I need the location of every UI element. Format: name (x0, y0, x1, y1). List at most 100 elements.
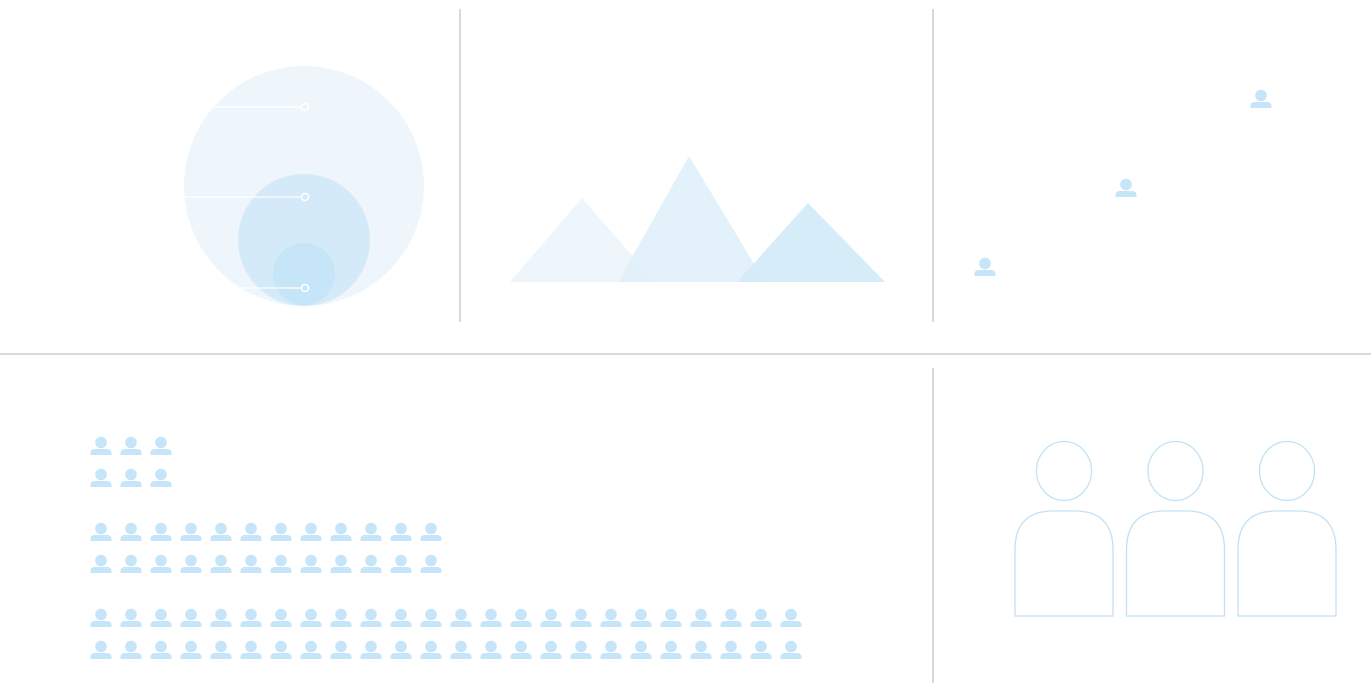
person-icon (210, 554, 232, 573)
person-icon (974, 257, 996, 276)
person-icon (210, 608, 232, 627)
person-icon (150, 468, 172, 487)
person-head (725, 608, 737, 621)
person-head (305, 554, 317, 567)
person-icon (690, 640, 712, 659)
person-head (215, 522, 227, 535)
person-icon (360, 522, 382, 541)
person-icon (360, 554, 382, 573)
person-head (575, 608, 587, 621)
person-head (605, 640, 617, 653)
person-head (425, 522, 437, 535)
person-icon (90, 554, 112, 573)
person-body (300, 535, 322, 541)
person-body (390, 535, 412, 541)
person-icon (630, 640, 652, 659)
person-body (510, 653, 532, 659)
person-icon (750, 640, 772, 659)
person-head (215, 608, 227, 621)
person-icon (120, 554, 142, 573)
person-head (125, 554, 137, 567)
person-outline-head (1147, 440, 1204, 502)
person-head (215, 554, 227, 567)
person-body (120, 621, 142, 627)
person-icon (480, 640, 502, 659)
person-head (455, 608, 467, 621)
person-icon (720, 608, 742, 627)
person-icon (420, 608, 442, 627)
person-head (425, 640, 437, 653)
person-body (630, 653, 652, 659)
person-body (570, 621, 592, 627)
person-icon (90, 608, 112, 627)
person-head (515, 608, 527, 621)
person-head (185, 522, 197, 535)
person-body (150, 567, 172, 573)
person-body (180, 621, 202, 627)
person-head (605, 608, 617, 621)
person-body (780, 653, 802, 659)
person-body (90, 567, 112, 573)
person-head (155, 522, 167, 535)
person-head (695, 608, 707, 621)
person-outline-head (1258, 440, 1316, 502)
person-body (300, 653, 322, 659)
person-icon (300, 522, 322, 541)
person-head (305, 640, 317, 653)
person-icon (480, 608, 502, 627)
person-body (210, 535, 232, 541)
person-head (95, 522, 107, 535)
person-head (665, 608, 677, 621)
person-icon (450, 608, 472, 627)
person-head (515, 640, 527, 653)
person-icon (90, 522, 112, 541)
person-head (575, 640, 587, 653)
person-head (665, 640, 677, 653)
person-head (275, 640, 287, 653)
person-icon (690, 608, 712, 627)
person-icon (300, 554, 322, 573)
person-body (270, 535, 292, 541)
person-body (120, 449, 142, 455)
person-head (365, 640, 377, 653)
person-head (155, 554, 167, 567)
person-body (330, 621, 352, 627)
person-body (90, 621, 112, 627)
person-body (390, 567, 412, 573)
person-body (300, 567, 322, 573)
person-body (120, 653, 142, 659)
person-body (120, 535, 142, 541)
person-body (720, 653, 742, 659)
person-head (125, 640, 137, 653)
person-body (150, 535, 172, 541)
person-icon (330, 608, 352, 627)
person-icon (570, 608, 592, 627)
person-head (245, 640, 257, 653)
person-head (305, 608, 317, 621)
person-icon (240, 522, 262, 541)
person-icon (540, 640, 562, 659)
person-icon (450, 640, 472, 659)
person-body (150, 621, 172, 627)
person-icon (570, 640, 592, 659)
person-body (210, 653, 232, 659)
person-body (330, 567, 352, 573)
person-head (635, 640, 647, 653)
person-icon (390, 640, 412, 659)
person-body (780, 621, 802, 627)
person-body (720, 621, 742, 627)
person-body (570, 653, 592, 659)
person-outline-icon (1014, 440, 1114, 617)
person-icon (180, 522, 202, 541)
person-body (360, 653, 382, 659)
person-body (390, 621, 412, 627)
person-head (125, 608, 137, 621)
person-icon (240, 640, 262, 659)
person-body (600, 621, 622, 627)
person-body (270, 567, 292, 573)
person-head (155, 608, 167, 621)
person-head (335, 522, 347, 535)
person-head (125, 522, 137, 535)
person-icon (150, 640, 172, 659)
person-head (755, 640, 767, 653)
